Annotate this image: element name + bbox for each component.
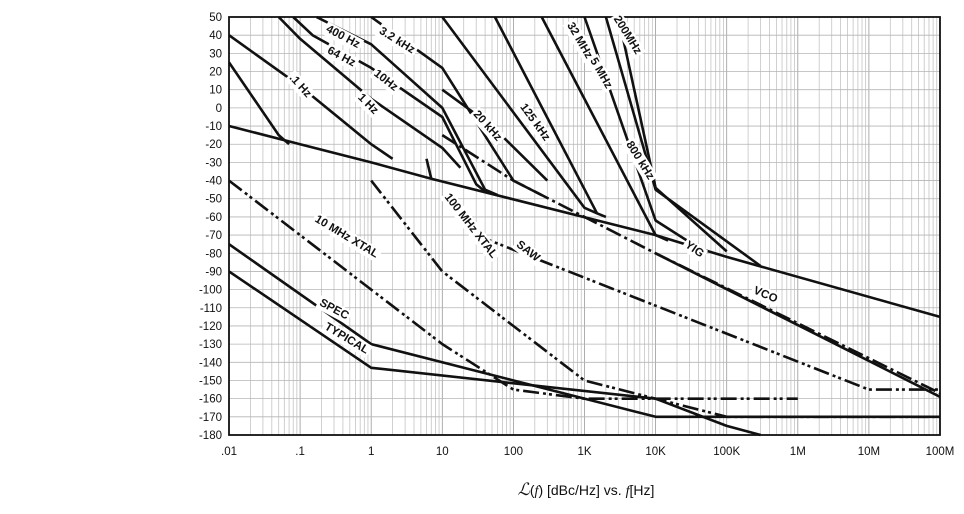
plot-frame	[228, 16, 941, 436]
x-tick-label: 10K	[645, 446, 666, 458]
x-axis-label: ℒ(f) [dBc/Hz] vs. f[Hz]	[518, 480, 655, 499]
x-tick-label: .1	[295, 446, 305, 458]
curve-label-background	[680, 237, 709, 263]
x-axis-label-arg-var: f	[535, 484, 541, 499]
x-axis-label-arg-open: (	[530, 482, 535, 498]
curve-label-background	[321, 21, 365, 53]
curve-label-background	[310, 211, 383, 263]
curve-label-background	[511, 236, 545, 267]
x-axis-label-var-units: [Hz]	[629, 482, 654, 498]
x-tick-label: 10	[436, 446, 449, 458]
grid-lines	[228, 16, 940, 436]
series-line	[617, 16, 728, 253]
x-tick-label: 100M	[926, 446, 955, 458]
series-line	[228, 34, 394, 160]
series-line	[227, 61, 290, 146]
series-line	[441, 134, 941, 395]
series-line	[228, 243, 940, 419]
curve-label-background	[608, 11, 646, 59]
y-tick-label: -160	[199, 394, 222, 406]
y-tick-label: -130	[199, 339, 222, 351]
curve-label-background	[562, 18, 597, 64]
y-tick-label: 40	[209, 30, 222, 42]
curve-label: 3.2 kHz	[377, 25, 417, 56]
y-tick-label: -120	[199, 321, 222, 333]
y-tick-label: -30	[205, 157, 222, 169]
curve-label-background	[585, 53, 617, 94]
y-tick-label: -70	[205, 230, 222, 242]
x-axis-label-symbol: ℒ	[518, 480, 531, 499]
series-line	[425, 158, 433, 180]
x-tick-label: 10M	[858, 446, 880, 458]
x-tick-label: .01	[221, 446, 237, 458]
curve-label-background	[320, 319, 373, 359]
x-axis-label-units: [dBc/Hz] vs.	[543, 482, 625, 498]
series-line	[228, 270, 761, 437]
x-tick-label: 100K	[713, 446, 740, 458]
curve-label-background	[749, 282, 782, 308]
x-tick-label: 1	[368, 446, 374, 458]
series-line	[493, 16, 607, 219]
y-tick-label: -100	[199, 285, 222, 297]
curve-label-background	[621, 137, 659, 185]
curve-label-background	[369, 65, 403, 96]
curve-label-background	[439, 189, 502, 263]
y-tick-label: 0	[216, 103, 222, 115]
y-tick-label: -40	[205, 176, 222, 188]
curve-label-background	[374, 23, 420, 59]
y-tick-label: -170	[199, 412, 222, 424]
series-line	[292, 16, 486, 193]
y-tick-label: -20	[205, 139, 222, 151]
curve-label: 100 MHz XTAL	[442, 191, 500, 260]
x-tick-label: 1K	[577, 446, 591, 458]
series-line	[475, 233, 940, 391]
x-tick-label: 100	[504, 446, 523, 458]
series-line	[228, 124, 941, 319]
curve-label-background	[315, 295, 353, 325]
x-axis-ticks: .01 .1 1 10 100 1K 10K 100K 1M 10M 100M	[221, 446, 954, 458]
x-axis-label-var: f	[626, 484, 632, 499]
y-tick-label: -150	[199, 375, 222, 387]
y-tick-label: -110	[200, 303, 222, 315]
y-tick-label: -180	[199, 430, 222, 442]
y-tick-label: -60	[205, 212, 222, 224]
series-line	[441, 16, 598, 215]
x-axis-label-arg-close: )	[538, 482, 543, 498]
curve-label-background	[322, 42, 360, 72]
y-tick-label: 50	[209, 12, 222, 24]
y-tick-label: -90	[205, 266, 222, 278]
y-tick-label: -140	[199, 357, 222, 369]
y-tick-label: 20	[209, 67, 222, 79]
curve-label-background	[515, 99, 555, 146]
curve-label-background	[353, 89, 383, 120]
series-line	[604, 16, 762, 268]
curve-label-background	[468, 106, 507, 146]
y-tick-label: -10	[205, 121, 222, 133]
x-tick-label: 1M	[790, 446, 806, 458]
y-tick-label: 30	[209, 48, 222, 60]
y-tick-label: 10	[209, 85, 222, 97]
series-line	[540, 16, 669, 242]
curve-label-background	[284, 69, 316, 103]
y-tick-label: -50	[205, 194, 222, 206]
y-axis-ticks: 50 40 30 20 10 0 -10 -20 -30 -40 -50 -60 -70 -80 -90 -1…	[199, 12, 222, 442]
y-tick-label: -80	[205, 248, 222, 260]
